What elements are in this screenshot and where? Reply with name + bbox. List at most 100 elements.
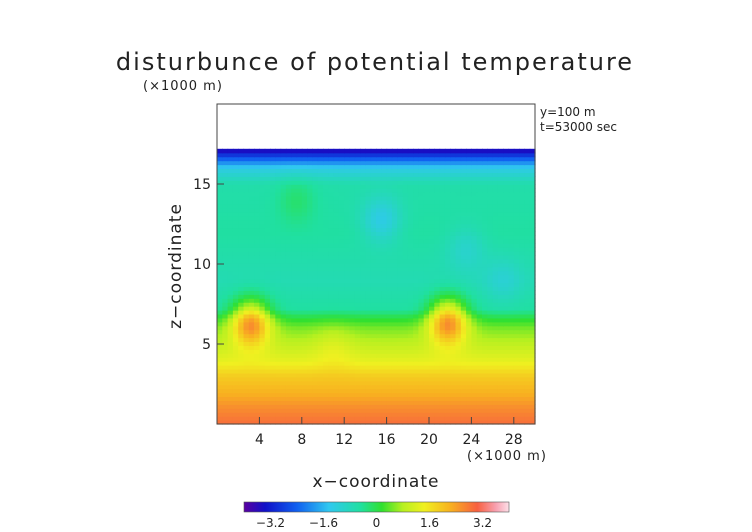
heatmap-cell bbox=[429, 270, 435, 276]
heatmap-cell bbox=[391, 380, 398, 386]
heatmap-cell bbox=[471, 262, 478, 268]
heatmap-cell bbox=[455, 388, 462, 394]
heatmap-cell bbox=[423, 309, 430, 315]
heatmap-cell bbox=[333, 309, 340, 315]
heatmap-cell bbox=[391, 400, 398, 405]
heatmap-cell bbox=[381, 290, 388, 295]
heatmap-cell bbox=[243, 349, 250, 354]
heatmap-cell bbox=[513, 156, 520, 162]
heatmap-cell bbox=[254, 384, 260, 390]
heatmap-cell bbox=[386, 180, 393, 185]
heatmap-cell bbox=[349, 306, 356, 311]
heatmap-cell bbox=[492, 396, 499, 402]
heatmap-cell bbox=[270, 313, 276, 319]
heatmap-cell bbox=[407, 243, 414, 248]
heatmap-cell bbox=[270, 298, 276, 303]
heatmap-cell bbox=[466, 231, 472, 236]
heatmap-cell bbox=[317, 172, 324, 177]
heatmap-cell bbox=[333, 313, 340, 319]
heatmap-cell bbox=[333, 239, 340, 244]
heatmap-cell bbox=[503, 282, 510, 287]
heatmap-cell bbox=[323, 345, 329, 350]
heatmap-cell bbox=[317, 258, 324, 264]
heatmap-cell bbox=[381, 199, 388, 205]
heatmap-cell bbox=[312, 164, 319, 170]
heatmap-cell bbox=[254, 148, 260, 154]
heatmap-cell bbox=[338, 270, 345, 276]
heatmap-cell bbox=[482, 380, 488, 386]
heatmap-cell bbox=[259, 380, 266, 386]
heatmap-cell bbox=[248, 195, 255, 201]
heatmap-cell bbox=[513, 231, 520, 236]
heatmap-cell bbox=[444, 227, 451, 232]
heatmap-cell bbox=[344, 258, 351, 264]
heatmap-cell bbox=[460, 290, 467, 295]
heatmap-cell bbox=[529, 235, 536, 240]
heatmap-cell bbox=[386, 372, 393, 378]
heatmap-cell bbox=[524, 290, 531, 295]
heatmap-cell bbox=[333, 337, 340, 343]
heatmap-cell bbox=[301, 251, 308, 256]
heatmap-cell bbox=[227, 215, 234, 221]
heatmap-cell bbox=[285, 400, 292, 405]
heatmap-cell bbox=[312, 309, 319, 315]
heatmap-cell bbox=[423, 337, 430, 343]
heatmap-cell bbox=[227, 286, 234, 291]
heatmap-cell bbox=[243, 380, 250, 386]
heatmap-cell bbox=[487, 337, 494, 343]
heatmap-cell bbox=[508, 361, 515, 366]
heatmap-cell bbox=[434, 376, 441, 382]
heatmap-cell bbox=[291, 357, 298, 362]
heatmap-cell bbox=[259, 188, 266, 193]
heatmap-cell bbox=[291, 341, 298, 346]
heatmap-cell bbox=[407, 251, 414, 256]
heatmap-cell bbox=[503, 333, 510, 339]
heatmap-cell bbox=[466, 258, 472, 264]
heatmap-cell bbox=[227, 392, 234, 398]
heatmap-cell bbox=[482, 180, 488, 185]
heatmap-cell bbox=[232, 298, 239, 303]
heatmap-cell bbox=[275, 392, 282, 398]
heatmap-cell bbox=[402, 195, 409, 201]
heatmap-cell bbox=[450, 215, 457, 221]
heatmap-cell bbox=[508, 408, 515, 413]
heatmap-cell bbox=[429, 254, 435, 260]
heatmap-cell bbox=[312, 396, 319, 402]
heatmap-cell bbox=[259, 306, 266, 311]
heatmap-cell bbox=[497, 357, 504, 362]
heatmap-cell bbox=[423, 164, 430, 170]
heatmap-cell bbox=[508, 203, 515, 209]
heatmap-cell bbox=[386, 251, 393, 256]
heatmap-cell bbox=[503, 195, 510, 201]
heatmap-cell bbox=[386, 148, 393, 154]
heatmap-cell bbox=[365, 286, 372, 291]
heatmap-cell bbox=[280, 392, 287, 398]
heatmap-cell bbox=[328, 380, 335, 386]
heatmap-cell bbox=[280, 325, 287, 331]
heatmap-cell bbox=[413, 404, 419, 409]
heatmap-cell bbox=[354, 258, 361, 264]
heatmap-cell bbox=[270, 199, 276, 205]
heatmap-cell bbox=[391, 199, 398, 205]
heatmap-cell bbox=[333, 254, 340, 260]
heatmap-cell bbox=[386, 192, 393, 197]
heatmap-cell bbox=[444, 392, 451, 398]
heatmap-cell bbox=[497, 152, 504, 158]
heatmap-cell bbox=[471, 345, 478, 350]
heatmap-cell bbox=[450, 365, 457, 370]
heatmap-cell bbox=[317, 282, 324, 287]
heatmap-cell bbox=[254, 309, 260, 315]
heatmap-cell bbox=[397, 176, 404, 181]
heatmap-cell bbox=[476, 309, 483, 315]
heatmap-cell bbox=[471, 329, 478, 335]
heatmap-cell bbox=[418, 207, 425, 213]
heatmap-cell bbox=[423, 172, 430, 177]
heatmap-cell bbox=[386, 345, 393, 350]
heatmap-cell bbox=[508, 160, 515, 166]
heatmap-cell bbox=[280, 243, 287, 248]
heatmap-cell bbox=[476, 388, 483, 394]
heatmap-cell bbox=[222, 361, 229, 366]
heatmap-cell bbox=[413, 207, 419, 213]
heatmap-cell bbox=[291, 184, 298, 189]
heatmap-cell bbox=[370, 309, 377, 315]
